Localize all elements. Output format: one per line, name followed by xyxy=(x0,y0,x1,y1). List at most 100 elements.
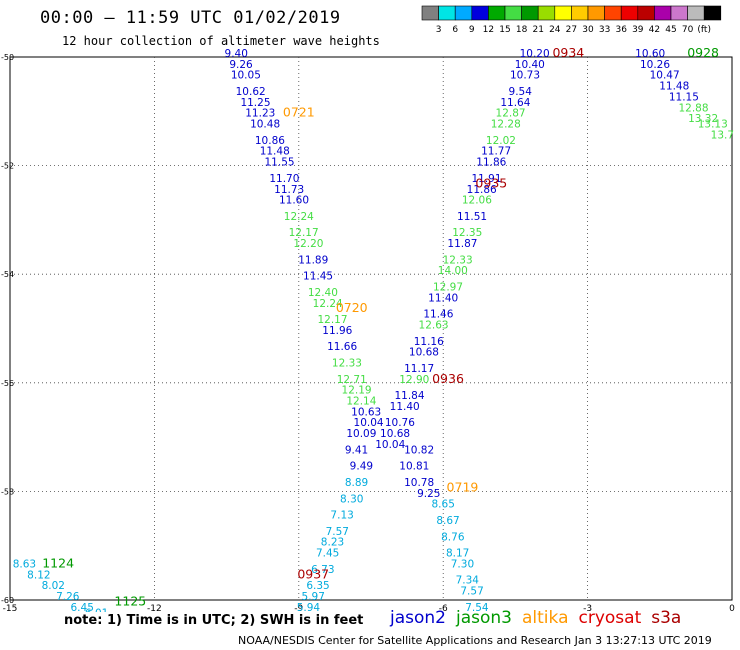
wave-height-value: 10.26 xyxy=(640,59,670,71)
x-tick-label: -12 xyxy=(147,604,162,612)
wave-height-value: 12.28 xyxy=(491,119,521,131)
wave-height-value: 12.35 xyxy=(452,227,482,239)
satellite-track: 0934 xyxy=(552,45,584,60)
legend-label: 27 xyxy=(566,25,577,34)
wave-height-value: 11.86 xyxy=(467,184,497,196)
wave-height-value: 12.17 xyxy=(289,227,319,239)
wave-height-value: 11.70 xyxy=(269,173,299,185)
satellite-track: 10.6010.2610.4711.4811.1512.8813.3213.13… xyxy=(635,45,734,141)
wave-height-value: 8.30 xyxy=(340,493,363,505)
satellite-legend: jason2 jason3 altika cryosat s3a xyxy=(390,608,691,628)
legend-label: 33 xyxy=(599,25,610,34)
wave-height-value: 7.57 xyxy=(326,526,349,538)
y-tick-label: -54 xyxy=(1,270,14,279)
wave-height-value: 10.78 xyxy=(404,477,434,489)
satellite-track: 8.658.678.768.177.307.347.577.547.620719 xyxy=(432,479,489,612)
wave-height-value: 8.65 xyxy=(432,499,455,511)
legend-swatch xyxy=(703,5,722,21)
wave-height-value: 6.35 xyxy=(306,580,329,592)
legend-label: 70 xyxy=(682,25,694,34)
wave-height-value: 10.81 xyxy=(399,461,429,473)
wave-height-value: 12.87 xyxy=(496,108,526,120)
wave-height-value: 13.32 xyxy=(688,113,718,125)
legend-label: 45 xyxy=(665,25,676,34)
wave-height-value: 11.55 xyxy=(265,157,295,169)
wave-height-value: 11.77 xyxy=(481,146,511,158)
satellite-track: 0718 xyxy=(495,610,527,612)
wave-height-value: 12.24 xyxy=(284,211,314,223)
wave-height-value: 8.12 xyxy=(27,569,50,581)
wave-height-value: 10.68 xyxy=(380,428,410,440)
wave-height-value: 11.96 xyxy=(322,325,352,337)
x-tick-label: -9 xyxy=(294,604,303,612)
wave-height-value: 9.49 xyxy=(350,461,373,473)
pass-time-label: 0720 xyxy=(336,300,368,315)
wave-height-value: 7.26 xyxy=(56,591,80,603)
wave-height-value: 11.45 xyxy=(303,271,333,283)
wave-height-value: 12.88 xyxy=(678,102,708,114)
wave-height-value: 11.87 xyxy=(447,238,477,250)
wave-height-value: 7.45 xyxy=(316,548,339,560)
wave-height-value: 10.68 xyxy=(409,347,439,359)
page-subtitle: 12 hour collection of altimeter wave hei… xyxy=(62,34,380,48)
wave-height-value: 12.24 xyxy=(313,298,343,310)
color-scale-legend: 3 6 9 12 15 18 21 24 27 30 33 36 39 42 45 70 (ft) xyxy=(421,5,722,34)
legend-label: 15 xyxy=(499,25,510,34)
satellite-track: 8.30 7.13 7.578.237.45 6.73 6.355.975.94 0937 xyxy=(297,493,364,612)
credit-line: NOAA/NESDIS Center for Satellite Applica… xyxy=(238,634,712,647)
wave-height-value: 12.14 xyxy=(346,396,376,408)
legend-label: 3 xyxy=(436,25,442,34)
y-tick-label: -52 xyxy=(1,162,14,171)
wave-height-value: 10.86 xyxy=(255,135,285,147)
wave-height-value: 9.54 xyxy=(509,86,533,98)
wave-height-value: 12.02 xyxy=(486,135,516,147)
wave-height-value: 10.05 xyxy=(231,70,261,82)
wave-height-value: 12.90 xyxy=(399,374,429,386)
wave-height-value: 7.30 xyxy=(451,558,474,570)
wave-height-value: 11.40 xyxy=(390,401,420,413)
wave-height-value: 9.26 xyxy=(229,59,253,71)
pass-time-label: 0719 xyxy=(447,479,479,494)
wave-height-value: 11.51 xyxy=(457,211,487,223)
legend-label: 9 xyxy=(469,25,475,34)
wave-height-value: 11.89 xyxy=(298,254,328,266)
satellite-name: s3a xyxy=(651,608,682,628)
wave-height-value: 10.47 xyxy=(650,70,680,82)
wave-height-value: 8.76 xyxy=(441,531,465,543)
wave-height-value: 14.00 xyxy=(438,265,468,277)
pass-time-label: 0935 xyxy=(475,175,507,190)
y-tick-label: -58 xyxy=(1,487,14,496)
x-tick-label: -15 xyxy=(3,604,18,612)
wave-height-value: 10.04 xyxy=(375,439,405,451)
wave-height-value: 10.62 xyxy=(236,86,266,98)
wave-height-value: 8.89 xyxy=(345,477,368,489)
wave-height-value: 13.7 xyxy=(711,129,734,141)
wave-height-value: 11.17 xyxy=(404,363,434,375)
pass-time-label: 0937 xyxy=(297,566,329,581)
wave-height-value: 11.60 xyxy=(279,195,309,207)
wave-height-value: 10.60 xyxy=(635,48,665,60)
pass-time-label: 0936 xyxy=(432,371,464,386)
satellite-track: 1125 xyxy=(114,593,146,608)
wave-height-value: 6.45 xyxy=(71,602,94,612)
wave-height-value: 11.23 xyxy=(245,108,275,120)
wave-height-value: 12.63 xyxy=(419,320,449,332)
wave-height-value: 12.71 xyxy=(337,374,367,386)
wave-height-value: 8.63 xyxy=(13,558,36,570)
wave-height-value: 11.84 xyxy=(394,390,424,402)
satellite-track: 9.409.2610.0510.6211.2511.2310.4810.8611… xyxy=(225,48,334,283)
wave-height-value: 10.63 xyxy=(351,406,381,418)
pass-time-label: 0928 xyxy=(687,45,719,60)
wave-height-value: 11.64 xyxy=(500,97,530,109)
pass-time-label: 0934 xyxy=(552,45,584,60)
y-tick-label: -50 xyxy=(1,53,14,62)
wave-height-value: 8.23 xyxy=(321,537,344,549)
wave-height-map: -15 -12 -9 -6 -3 0-50-52-54-56-58-609.409.261… xyxy=(1,45,735,612)
legend-label: 21 xyxy=(532,25,543,34)
wave-height-value: 10.20 xyxy=(520,48,550,60)
legend-label: 12 xyxy=(483,25,494,34)
pass-time-label: 1124 xyxy=(42,555,74,570)
y-tick-label: -56 xyxy=(1,379,14,388)
